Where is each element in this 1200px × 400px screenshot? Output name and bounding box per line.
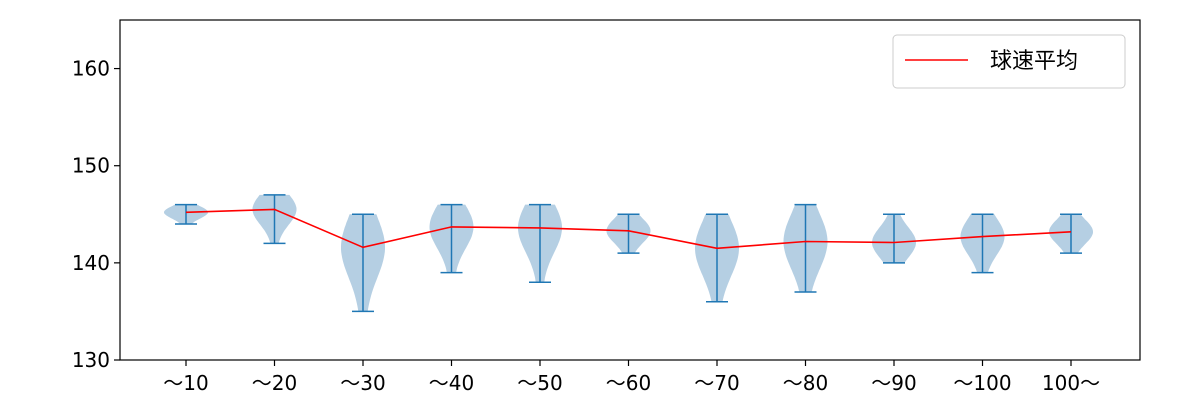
mean-line-group bbox=[185, 208, 1072, 250]
x-tick-label: ～20 bbox=[252, 371, 297, 395]
mean-series-line bbox=[185, 208, 1072, 250]
y-axis: 130 140 150 160 bbox=[72, 57, 120, 372]
x-tick-label: ～30 bbox=[340, 371, 385, 395]
y-tick-label: 150 bbox=[72, 154, 110, 178]
x-tick-label: 100～ bbox=[1042, 371, 1100, 395]
x-axis: ～10 ～20 ～30 ～40 ～50 ～60 ～70 ～80 ～90 ～100 100～ bbox=[163, 360, 1100, 395]
x-tick-label: ～40 bbox=[429, 371, 474, 395]
x-tick-label: ～80 bbox=[783, 371, 828, 395]
x-tick-label: ～70 bbox=[694, 371, 739, 395]
x-tick-label: ～100 bbox=[953, 371, 1011, 395]
y-tick-label: 130 bbox=[72, 348, 110, 372]
x-tick-label: ～60 bbox=[606, 371, 651, 395]
x-tick-label: ～50 bbox=[517, 371, 562, 395]
plot-frame bbox=[119, 19, 1141, 361]
y-tick-label: 160 bbox=[72, 57, 110, 81]
legend: 球速平均 bbox=[892, 34, 1126, 89]
y-tick-label: 140 bbox=[72, 251, 110, 275]
x-tick-label: ～10 bbox=[163, 371, 208, 395]
legend-label: 球速平均 bbox=[990, 49, 1078, 74]
legend-box bbox=[892, 34, 1126, 89]
whisker-group bbox=[175, 194, 1082, 313]
x-tick-label: ～90 bbox=[871, 371, 916, 395]
